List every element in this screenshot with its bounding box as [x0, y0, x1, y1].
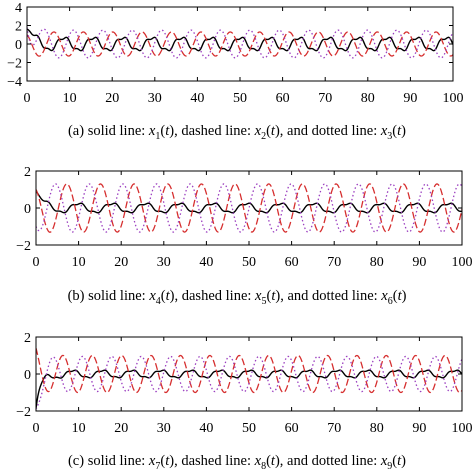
plot-frame — [26, 6, 454, 82]
x-tick-label: 60 — [276, 91, 290, 106]
y-tick-label: 0 — [24, 202, 31, 217]
x-tick-label: 20 — [105, 91, 119, 106]
series-line-dotted — [36, 355, 462, 410]
x-tick-label: 60 — [285, 421, 299, 436]
panel-caption: (a) solid line: x1(t), dashed line: x2(t… — [68, 123, 406, 142]
x-tick-label: 50 — [242, 255, 256, 270]
y-tick-label: −2 — [16, 405, 31, 420]
series-line-solid — [36, 369, 462, 409]
x-tick-label: 10 — [63, 91, 77, 106]
series-line-solid — [27, 28, 453, 52]
x-tick-label: 40 — [199, 255, 213, 270]
x-tick-label: 0 — [24, 91, 31, 106]
series-line-dashed — [27, 31, 453, 57]
x-tick-label: 90 — [403, 91, 417, 106]
panel-caption: (b) solid line: x4(t), dashed line: x5(t… — [68, 288, 407, 307]
x-tick-label: 30 — [157, 421, 171, 436]
x-tick-label: 90 — [412, 255, 426, 270]
y-tick-label: 2 — [24, 331, 31, 346]
x-tick-label: 70 — [318, 91, 332, 106]
caption-prefix: (b) — [68, 288, 89, 304]
y-tick-label: 2 — [24, 165, 31, 180]
x-tick-label: 100 — [452, 255, 473, 270]
x-tick-label: 10 — [72, 255, 86, 270]
x-tick-label: 70 — [327, 255, 341, 270]
x-tick-label: 70 — [327, 421, 341, 436]
plot-frame — [35, 336, 463, 412]
series-line-dashed — [36, 347, 462, 394]
y-tick-label: 4 — [15, 1, 22, 16]
series-line-dashed — [36, 183, 462, 233]
series-line-solid — [36, 190, 462, 214]
x-tick-label: 50 — [233, 91, 247, 106]
x-tick-label: 10 — [72, 421, 86, 436]
x-tick-label: 80 — [370, 421, 384, 436]
y-tick-label: 2 — [15, 20, 22, 35]
series-line-dotted — [27, 27, 453, 59]
caption-prefix: (a) — [68, 123, 88, 139]
plot-frame — [35, 170, 463, 246]
y-tick-label: −4 — [7, 75, 22, 90]
x-tick-label: 0 — [33, 421, 40, 436]
y-tick-label: −2 — [7, 57, 22, 72]
x-tick-label: 20 — [114, 255, 128, 270]
x-tick-label: 90 — [412, 421, 426, 436]
panel-caption: (c) solid line: x7(t), dashed line: x8(t… — [68, 453, 406, 469]
caption-prefix: (c) — [68, 453, 88, 469]
x-tick-label: 20 — [114, 421, 128, 436]
x-tick-label: 30 — [148, 91, 162, 106]
series-line-dotted — [36, 183, 462, 233]
x-tick-label: 80 — [370, 255, 384, 270]
x-tick-label: 50 — [242, 421, 256, 436]
x-tick-label: 30 — [157, 255, 171, 270]
y-tick-label: 0 — [24, 368, 31, 383]
x-tick-label: 60 — [285, 255, 299, 270]
x-tick-label: 100 — [443, 91, 464, 106]
y-tick-label: −2 — [16, 239, 31, 254]
x-tick-label: 80 — [361, 91, 375, 106]
x-tick-label: 100 — [452, 421, 473, 436]
x-tick-label: 0 — [33, 255, 40, 270]
x-tick-label: 40 — [190, 91, 204, 106]
x-tick-label: 40 — [199, 421, 213, 436]
y-tick-label: 0 — [15, 38, 22, 53]
